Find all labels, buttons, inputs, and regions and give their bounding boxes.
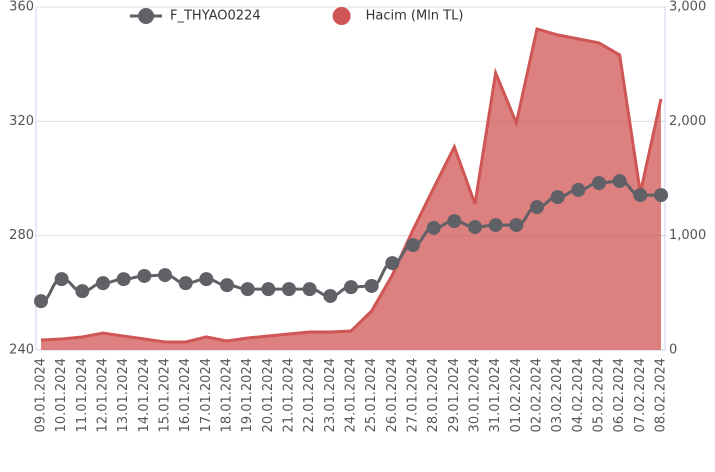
x-tick-label: 22.01.2024: [302, 358, 317, 432]
point: [406, 238, 420, 253]
legend-item: Hacim (Mln TL): [332, 7, 464, 25]
legend-marker: [332, 7, 351, 25]
x-tick-label: 05.02.2024: [592, 358, 607, 432]
x-tick-label: 26.01.2024: [385, 358, 400, 432]
y-tick-label: 360: [9, 0, 34, 15]
point: [385, 256, 400, 271]
y-tick-label: 320: [9, 114, 34, 129]
area-fill: [41, 28, 661, 351]
point: [158, 268, 172, 283]
point: [116, 272, 131, 287]
legend-label: F_THYAO0224: [170, 9, 261, 24]
x-tick-label: 08.02.2024: [654, 358, 669, 432]
y2-tick-label: 0: [669, 343, 677, 358]
point: [96, 276, 110, 291]
legend-marker: [138, 8, 154, 24]
point: [612, 174, 627, 189]
point: [488, 218, 503, 233]
point: [240, 282, 255, 297]
x-tick-label: 07.02.2024: [633, 358, 648, 432]
point: [137, 268, 152, 283]
point: [199, 272, 214, 287]
x-tick-label: 12.01.2024: [96, 358, 111, 432]
x-tick-label: 24.01.2024: [344, 358, 359, 432]
point: [302, 282, 317, 297]
x-tick-label: 31.01.2024: [488, 358, 503, 432]
point: [282, 282, 296, 297]
point: [530, 200, 544, 215]
y2-tick-label: 1,000: [669, 228, 706, 243]
point: [344, 280, 358, 295]
x-tick-label: 25.01.2024: [364, 358, 379, 432]
x-tick-label: 10.01.2024: [54, 358, 69, 432]
x-tick-label: 14.01.2024: [137, 358, 152, 432]
point: [571, 182, 586, 197]
point: [654, 188, 668, 203]
legend-item: F_THYAO0224: [130, 8, 261, 24]
point: [261, 282, 276, 297]
x-tick-label: 06.02.2024: [612, 358, 627, 432]
x-tick-label: 16.01.2024: [178, 358, 193, 432]
x-tick-label: 21.01.2024: [282, 358, 297, 432]
point: [220, 278, 234, 293]
point: [178, 276, 193, 291]
x-tick-label: 02.02.2024: [530, 358, 545, 432]
x-tick-label: 27.01.2024: [406, 358, 421, 432]
y-tick-label: 240: [9, 343, 34, 358]
x-tick-label: 09.01.2024: [34, 358, 49, 432]
x-tick-label: 11.01.2024: [75, 358, 90, 432]
point: [509, 218, 524, 233]
x-tick-label: 29.01.2024: [447, 358, 462, 432]
x-tick-label: 03.02.2024: [550, 358, 565, 432]
point: [323, 288, 338, 303]
point: [75, 284, 90, 299]
point: [550, 190, 565, 205]
point: [468, 220, 482, 235]
x-tick-label: 15.01.2024: [158, 358, 173, 432]
x-tick-label: 28.01.2024: [426, 358, 441, 432]
x-tick-label: 19.01.2024: [240, 358, 255, 432]
x-tick-label: 17.01.2024: [199, 358, 214, 432]
x-tick-label: 13.01.2024: [116, 358, 131, 432]
point: [364, 278, 379, 293]
point: [34, 294, 48, 309]
point: [633, 188, 648, 203]
point: [592, 176, 606, 191]
y-tick-label: 280: [9, 228, 34, 243]
area-line: [40, 27, 663, 344]
x-tick-label: 18.01.2024: [220, 358, 235, 432]
point: [54, 272, 69, 287]
y2-tick-label: 2,000: [669, 114, 706, 129]
point: [447, 214, 462, 229]
point: [426, 220, 441, 235]
legend-label: Hacim (Mln TL): [366, 9, 464, 24]
y2-tick-label: 3,000: [669, 0, 706, 15]
x-tick-label: 01.02.2024: [509, 358, 524, 432]
x-tick-label: 30.01.2024: [468, 358, 483, 432]
x-tick-label: 23.01.2024: [323, 358, 338, 432]
x-tick-label: 04.02.2024: [571, 358, 586, 432]
x-tick-label: 20.01.2024: [261, 358, 276, 432]
